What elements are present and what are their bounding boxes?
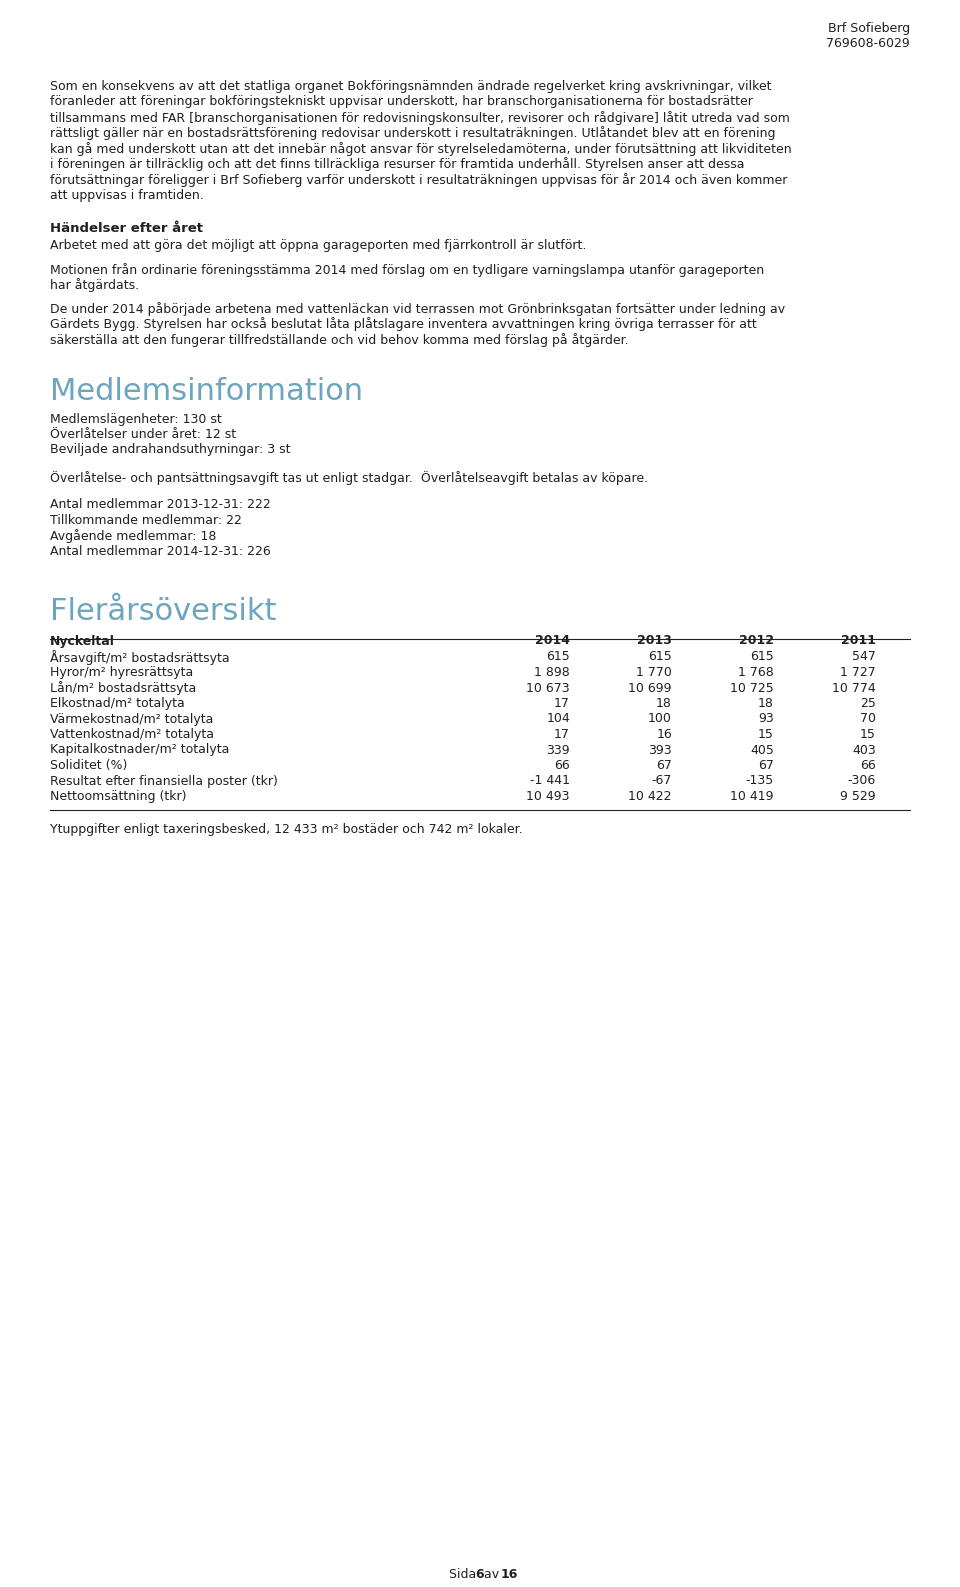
Text: förutsättningar föreligger i Brf Sofieberg varför underskott i resultaträkningen: förutsättningar föreligger i Brf Sofiebe… <box>50 173 787 187</box>
Text: 66: 66 <box>554 759 570 771</box>
Text: 615: 615 <box>648 651 672 663</box>
Text: 2011: 2011 <box>841 635 876 647</box>
Text: -1 441: -1 441 <box>530 774 570 787</box>
Text: 6: 6 <box>475 1568 484 1581</box>
Text: 1 768: 1 768 <box>738 667 774 679</box>
Text: 1 770: 1 770 <box>636 667 672 679</box>
Text: säkerställa att den fungerar tillfredställande och vid behov komma med förslag p: säkerställa att den fungerar tillfredstä… <box>50 333 629 348</box>
Text: 10 699: 10 699 <box>629 681 672 695</box>
Text: Ytuppgifter enligt taxeringsbesked, 12 433 m² bostäder och 742 m² lokaler.: Ytuppgifter enligt taxeringsbesked, 12 4… <box>50 824 522 836</box>
Text: 25: 25 <box>860 697 876 709</box>
Text: Lån/m² bostadsrättsyta: Lån/m² bostadsrättsyta <box>50 681 196 695</box>
Text: Medlemsinformation: Medlemsinformation <box>50 376 363 406</box>
Text: 10 725: 10 725 <box>731 681 774 695</box>
Text: Vattenkostnad/m² totalyta: Vattenkostnad/m² totalyta <box>50 728 214 741</box>
Text: Hyror/m² hyresrättsyta: Hyror/m² hyresrättsyta <box>50 667 193 679</box>
Text: Överlåtelser under året: 12 st: Överlåtelser under året: 12 st <box>50 428 236 441</box>
Text: 9 529: 9 529 <box>840 790 876 803</box>
Text: 10 673: 10 673 <box>526 681 570 695</box>
Text: föranleder att föreningar bokföringstekniskt uppvisar underskott, har branschorg: föranleder att föreningar bokföringstekn… <box>50 95 753 108</box>
Text: 339: 339 <box>546 743 570 757</box>
Text: Motionen från ordinarie föreningsstämma 2014 med förslag om en tydligare varning: Motionen från ordinarie föreningsstämma … <box>50 263 764 278</box>
Text: 16: 16 <box>501 1568 518 1581</box>
Text: -306: -306 <box>848 774 876 787</box>
Text: 2014: 2014 <box>535 635 570 647</box>
Text: Beviljade andrahandsuthyrningar: 3 st: Beviljade andrahandsuthyrningar: 3 st <box>50 443 291 457</box>
Text: Resultat efter finansiella poster (tkr): Resultat efter finansiella poster (tkr) <box>50 774 277 787</box>
Text: tillsammans med FAR [branschorganisationen för redovisningskonsulter, revisorer : tillsammans med FAR [branschorganisation… <box>50 111 790 125</box>
Text: av: av <box>480 1568 503 1581</box>
Text: kan gå med underskott utan att det innebär något ansvar för styrelseledamöterna,: kan gå med underskott utan att det inneb… <box>50 141 792 156</box>
Text: 10 493: 10 493 <box>526 790 570 803</box>
Text: Antal medlemmar 2013-12-31: 222: Antal medlemmar 2013-12-31: 222 <box>50 498 271 511</box>
Text: Medlemslägenheter: 130 st: Medlemslägenheter: 130 st <box>50 413 222 425</box>
Text: -135: -135 <box>746 774 774 787</box>
Text: 93: 93 <box>758 713 774 725</box>
Text: Tillkommande medlemmar: 22: Tillkommande medlemmar: 22 <box>50 514 242 527</box>
Text: -67: -67 <box>652 774 672 787</box>
Text: Avgående medlemmar: 18: Avgående medlemmar: 18 <box>50 530 216 543</box>
Text: 2013: 2013 <box>637 635 672 647</box>
Text: 547: 547 <box>852 651 876 663</box>
Text: Nettoomsättning (tkr): Nettoomsättning (tkr) <box>50 790 186 803</box>
Text: 10 422: 10 422 <box>629 790 672 803</box>
Text: 393: 393 <box>648 743 672 757</box>
Text: Nyckeltal: Nyckeltal <box>50 635 115 647</box>
Text: 15: 15 <box>758 728 774 741</box>
Text: Överlåtelse- och pantsättningsavgift tas ut enligt stadgar.  Överlåtelseavgift b: Överlåtelse- och pantsättningsavgift tas… <box>50 471 648 486</box>
Text: 18: 18 <box>758 697 774 709</box>
Text: 615: 615 <box>546 651 570 663</box>
Text: 769608-6029: 769608-6029 <box>827 37 910 51</box>
Text: 405: 405 <box>750 743 774 757</box>
Text: att uppvisas i framtiden.: att uppvisas i framtiden. <box>50 189 204 202</box>
Text: rättsligt gäller när en bostadsrättsförening redovisar underskott i resultaträkn: rättsligt gäller när en bostadsrättsföre… <box>50 127 776 141</box>
Text: Soliditet (%): Soliditet (%) <box>50 759 128 771</box>
Text: 17: 17 <box>554 697 570 709</box>
Text: Brf Sofieberg: Brf Sofieberg <box>828 22 910 35</box>
Text: 67: 67 <box>656 759 672 771</box>
Text: 1 727: 1 727 <box>840 667 876 679</box>
Text: 10 419: 10 419 <box>731 790 774 803</box>
Text: Kapitalkostnader/m² totalyta: Kapitalkostnader/m² totalyta <box>50 743 229 757</box>
Text: 67: 67 <box>758 759 774 771</box>
Text: Flerårsöversikt: Flerårsöversikt <box>50 597 276 625</box>
Text: Gärdets Bygg. Styrelsen har också beslutat låta plåtslagare inventera avvattning: Gärdets Bygg. Styrelsen har också beslut… <box>50 317 756 332</box>
Text: 403: 403 <box>852 743 876 757</box>
Text: 1 898: 1 898 <box>535 667 570 679</box>
Text: 66: 66 <box>860 759 876 771</box>
Text: Elkostnad/m² totalyta: Elkostnad/m² totalyta <box>50 697 184 709</box>
Text: Årsavgift/m² bostadsrättsyta: Årsavgift/m² bostadsrättsyta <box>50 651 229 665</box>
Text: 70: 70 <box>860 713 876 725</box>
Text: Antal medlemmar 2014-12-31: 226: Antal medlemmar 2014-12-31: 226 <box>50 544 271 559</box>
Text: 18: 18 <box>656 697 672 709</box>
Text: Värmekostnad/m² totalyta: Värmekostnad/m² totalyta <box>50 713 213 725</box>
Text: i föreningen är tillräcklig och att det finns tillräckliga resurser för framtida: i föreningen är tillräcklig och att det … <box>50 157 745 171</box>
Text: har åtgärdats.: har åtgärdats. <box>50 278 139 292</box>
Text: 2012: 2012 <box>739 635 774 647</box>
Text: 104: 104 <box>546 713 570 725</box>
Text: 100: 100 <box>648 713 672 725</box>
Text: Sida: Sida <box>449 1568 480 1581</box>
Text: 615: 615 <box>751 651 774 663</box>
Text: 16: 16 <box>657 728 672 741</box>
Text: 10 774: 10 774 <box>832 681 876 695</box>
Text: 17: 17 <box>554 728 570 741</box>
Text: Händelser efter året: Händelser efter året <box>50 222 203 235</box>
Text: De under 2014 påbörjade arbetena med vattenläckan vid terrassen mot Grönbrinksga: De under 2014 påbörjade arbetena med vat… <box>50 302 785 316</box>
Text: 15: 15 <box>860 728 876 741</box>
Text: Som en konsekvens av att det statliga organet Bokföringsnämnden ändrade regelver: Som en konsekvens av att det statliga or… <box>50 79 772 94</box>
Text: Arbetet med att göra det möjligt att öppna garageporten med fjärrkontroll är slu: Arbetet med att göra det möjligt att öpp… <box>50 240 587 252</box>
